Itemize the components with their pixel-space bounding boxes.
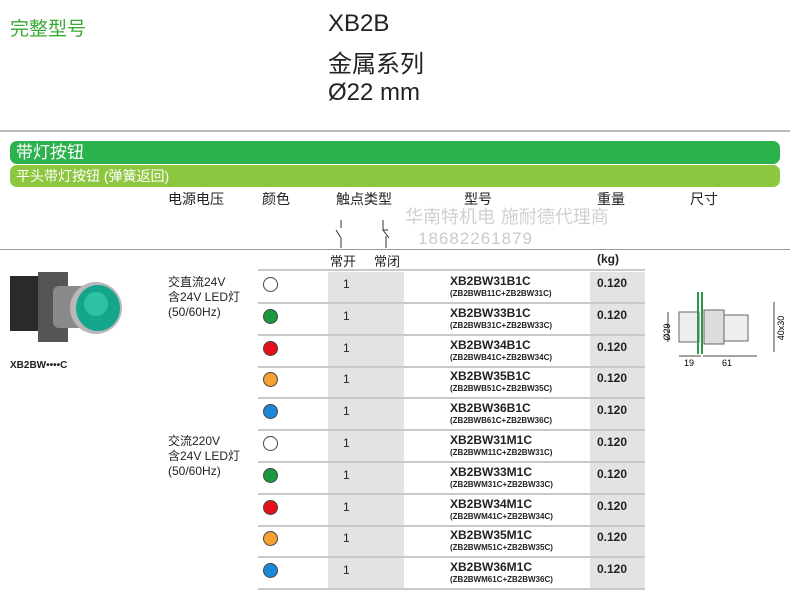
weight-value: 0.120: [597, 276, 628, 290]
voltage-line: (50/60Hz): [168, 464, 221, 478]
voltage-group-2: 交流220V 含24V LED灯 (50/60Hz): [168, 434, 240, 479]
table-row: 1 XB2BW34B1C (ZB2BWB41C+ZB2BW34C) 0.120: [258, 335, 645, 368]
weight-value: 0.120: [597, 339, 628, 354]
table-row: 1 XB2BW33B1C (ZB2BWB31C+ZB2BW33C) 0.120: [258, 303, 645, 336]
model-number: XB2BW34M1C: [450, 496, 533, 511]
component-parts: (ZB2BWB31C+ZB2BW33C): [450, 320, 553, 330]
color-indicator-icon: [263, 340, 278, 356]
contact-count: 1: [343, 467, 350, 482]
model-number: XB2BW36B1C: [450, 401, 531, 416]
divider: [0, 130, 790, 132]
divider: [0, 249, 790, 250]
weight-value: 0.120: [597, 307, 628, 322]
model-number: XB2BW33B1C: [450, 305, 531, 320]
series-subtitle: 金属系列: [328, 51, 424, 78]
model-number: XB2BW31M1C: [450, 433, 533, 447]
component-parts: (ZB2BWM11C+ZB2BW31C): [450, 448, 553, 457]
color-indicator-icon: [263, 404, 278, 420]
color-indicator-icon: [263, 499, 278, 515]
dim-diameter: Ø29: [662, 323, 672, 340]
dim-body: 40x30: [776, 316, 786, 341]
contact-count: 1: [343, 277, 350, 291]
header-color: 颜色: [262, 191, 290, 207]
color-indicator-icon: [263, 436, 278, 451]
series-size: Ø22 mm: [328, 79, 421, 106]
section-label: 完整型号: [10, 19, 87, 40]
divider: [258, 269, 645, 271]
color-indicator-icon: [263, 277, 278, 292]
component-parts: (ZB2BWM41C+ZB2BW34C): [450, 511, 553, 521]
weight-value: 0.120: [597, 403, 628, 418]
contact-count: 1: [343, 563, 350, 578]
header-size: 尺寸: [690, 191, 718, 207]
header-normally-closed: 常闭: [374, 254, 401, 269]
push-button-product-image: [10, 272, 122, 342]
contact-symbols-icon: [335, 220, 390, 248]
voltage-line: 含24V LED灯: [168, 290, 241, 304]
subcategory-bar: 平头带灯按钮 (弹簧返回): [10, 165, 780, 187]
header-weight: 重量: [597, 191, 625, 207]
voltage-line: 交流220V: [168, 434, 221, 448]
dimension-drawing: Ø29 40x30 19 61: [662, 292, 786, 368]
contact-count: 1: [343, 340, 350, 355]
weight-value: 0.120: [597, 466, 628, 481]
table-row: 1 XB2BW36M1C (ZB2BWM61C+ZB2BW36C) 0.120: [258, 557, 645, 591]
table-row: 1 XB2BW33M1C (ZB2BWM31C+ZB2BW33C) 0.120: [258, 462, 645, 495]
dim-front: 19: [684, 358, 694, 368]
component-parts: (ZB2BWM61C+ZB2BW36C): [450, 575, 553, 585]
table-row: 1 XB2BW31B1C (ZB2BWB11C+ZB2BW31C) 0.120: [258, 271, 645, 304]
component-parts: (ZB2BWM31C+ZB2BW33C): [450, 479, 553, 489]
color-indicator-icon: [263, 467, 278, 483]
model-number: XB2BW33M1C: [450, 464, 533, 479]
color-indicator-icon: [263, 563, 278, 579]
header-weight-unit: (kg): [597, 252, 619, 266]
model-number: XB2BW36M1C: [450, 560, 533, 575]
model-number: XB2BW35B1C: [450, 369, 531, 384]
contact-count: 1: [343, 308, 350, 323]
component-parts: (ZB2BWB61C+ZB2BW36C): [450, 416, 553, 426]
contact-count: 1: [343, 436, 350, 450]
weight-value: 0.120: [597, 530, 628, 545]
product-caption: XB2BW••••C: [10, 360, 68, 371]
model-number: XB2BW35M1C: [450, 528, 533, 543]
header-contact: 触点类型: [336, 191, 392, 207]
series-title: XB2B: [328, 10, 390, 37]
contact-count: 1: [343, 499, 350, 514]
table-row: 1 XB2BW34M1C (ZB2BWM41C+ZB2BW34C) 0.120: [258, 494, 645, 527]
contact-count: 1: [343, 531, 350, 546]
component-parts: (ZB2BWB51C+ZB2BW35C): [450, 384, 553, 394]
table-row: 1 XB2BW36B1C (ZB2BWB61C+ZB2BW36C) 0.120: [258, 398, 645, 432]
color-indicator-icon: [263, 531, 278, 547]
model-number: XB2BW31B1C: [450, 274, 531, 288]
voltage-line: (50/60Hz): [168, 305, 221, 319]
table-row: 1 XB2BW35M1C (ZB2BWM51C+ZB2BW35C) 0.120: [258, 525, 645, 559]
contact-count: 1: [343, 372, 350, 387]
weight-value: 0.120: [597, 562, 628, 577]
weight-value: 0.120: [597, 435, 628, 449]
component-parts: (ZB2BWB41C+ZB2BW34C): [450, 352, 553, 362]
weight-value: 0.120: [597, 498, 628, 513]
weight-value: 0.120: [597, 371, 628, 386]
table-row: 1 XB2BW31M1C (ZB2BWM11C+ZB2BW31C) 0.120: [258, 430, 645, 463]
component-parts: (ZB2BWM51C+ZB2BW35C): [450, 543, 553, 553]
contact-count: 1: [343, 404, 350, 419]
table-row: 1 XB2BW35B1C (ZB2BWB51C+ZB2BW35C) 0.120: [258, 366, 645, 400]
voltage-line: 含24V LED灯: [168, 449, 241, 463]
header-voltage: 电源电压: [168, 191, 224, 207]
voltage-group-1: 交直流24V 含24V LED灯 (50/60Hz): [168, 275, 240, 320]
header-model: 型号: [464, 191, 492, 207]
watermark-phone: 18682261879: [418, 229, 534, 248]
color-indicator-icon: [263, 372, 278, 388]
watermark-text: 华南特机电 施耐德代理商: [405, 207, 609, 228]
category-bar: 带灯按钮: [10, 141, 780, 164]
component-parts: (ZB2BWB11C+ZB2BW31C): [450, 289, 552, 298]
voltage-line: 交直流24V: [168, 275, 226, 289]
color-indicator-icon: [263, 308, 278, 324]
header-normally-open: 常开: [330, 254, 357, 269]
dim-depth: 61: [722, 358, 732, 368]
model-number: XB2BW34B1C: [450, 337, 531, 352]
